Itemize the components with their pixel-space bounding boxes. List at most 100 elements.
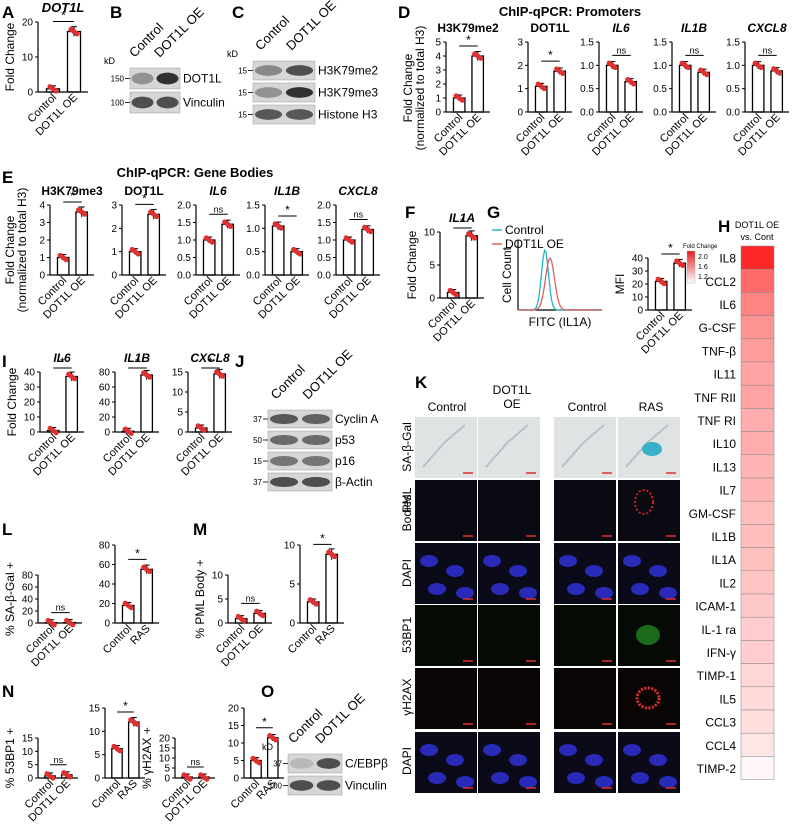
heatmap-row-label: IL11 <box>714 368 737 382</box>
heatmap-cell <box>740 500 775 525</box>
heatmap-row-label: TNF RII <box>694 391 736 405</box>
y-tick-label: 20 <box>99 599 111 610</box>
bar <box>271 225 285 276</box>
nucleus <box>659 587 677 599</box>
heatmap-cell <box>740 640 775 664</box>
bar <box>202 239 216 276</box>
y-tick-label: 20 <box>22 18 34 29</box>
significance-label: * <box>262 715 267 729</box>
y-axis-label: Fold Change <box>5 367 19 436</box>
nucleus <box>519 776 537 788</box>
heatmap-cell <box>740 454 775 479</box>
panel-e-ylabel: Fold Change <box>3 215 17 284</box>
y-tick-label: 0 <box>177 428 183 439</box>
band-label: p16 <box>335 454 355 468</box>
band-label: Histone H3 <box>318 108 378 122</box>
row-label: DAPI <box>400 559 414 587</box>
y-tick-label: 0 <box>233 774 239 785</box>
panel-letter-a: A <box>2 3 14 22</box>
y-tick-label: 30 <box>632 267 644 278</box>
scale-bar <box>686 250 696 284</box>
bar <box>65 375 79 433</box>
heatmap-row-label: CCL2 <box>705 275 736 289</box>
nucleus <box>420 744 438 756</box>
bar <box>140 568 154 624</box>
bar <box>213 373 227 433</box>
nucleus <box>428 583 446 595</box>
data-point <box>53 430 59 436</box>
bar <box>471 55 485 113</box>
panel-letter-c: C <box>232 3 244 22</box>
heatmap-cell <box>740 686 775 711</box>
y-tick-label: 1.0 <box>580 61 594 72</box>
data-point <box>134 721 140 727</box>
data-point <box>147 374 153 380</box>
y-tick-label: 30 <box>24 383 36 394</box>
lane-label: Control <box>268 362 308 402</box>
data-point <box>685 64 691 71</box>
bar <box>325 553 339 624</box>
heatmap-row-label: TNF-β <box>702 344 736 358</box>
row-label: γH2AX <box>400 678 414 715</box>
heatmap-row-label: IL-1 ra <box>701 623 736 637</box>
y-tick-label: 40 <box>632 254 644 265</box>
heatmap-cell <box>740 616 775 641</box>
data-point <box>70 622 76 628</box>
y-tick-label: 3 <box>517 38 523 49</box>
chart-title: IL6 <box>209 184 227 198</box>
y-tick-label: 1.0 <box>177 236 191 247</box>
y-tick-label: 10 <box>212 571 224 582</box>
panel-d-ylabel: Fold Change <box>401 53 415 122</box>
y-tick-label: 10 <box>24 413 36 424</box>
bar <box>465 235 479 299</box>
y-tick-label: 0 <box>637 306 643 317</box>
y-tick-label: 10 <box>228 739 240 750</box>
y-tick-label: 20 <box>159 734 171 745</box>
significance-label: ns <box>191 757 201 767</box>
mw-marker: 37 <box>273 760 282 769</box>
heatmap-row-label: IL1A <box>711 553 736 567</box>
x-axis-label: FITC (IL1A) <box>529 315 592 329</box>
chart-title: DOT1L <box>42 0 85 15</box>
col-label: Control <box>428 400 467 414</box>
y-tick-label: 0.5 <box>317 253 331 264</box>
row-label: DAPI <box>400 747 414 775</box>
chart-title: IL1B <box>681 21 707 35</box>
significance-label: ns <box>617 45 627 55</box>
y-tick-label: 5 <box>217 595 223 606</box>
y-tick-label: 0.0 <box>726 108 740 119</box>
nucleus <box>491 772 509 784</box>
y-tick-label: 10 <box>172 388 184 399</box>
category-label: RAS <box>115 778 139 802</box>
y-tick-label: 40 <box>99 580 111 591</box>
heatmap-header-2: vs. Cont <box>740 232 774 242</box>
data-point <box>332 553 338 560</box>
significance-label: ns <box>690 45 700 55</box>
data-point <box>631 81 637 87</box>
y-tick-label: 10 <box>89 727 101 738</box>
legend-control: Control <box>505 223 544 237</box>
data-point <box>128 430 134 437</box>
significance-label: ns <box>54 755 64 765</box>
nucleus <box>567 583 585 595</box>
y-tick-label: 3 <box>111 201 117 212</box>
data-point <box>220 373 226 379</box>
heatmap-row-label: IFN-γ <box>707 646 736 660</box>
53bp1-foci <box>636 625 660 645</box>
y-tick-label: 0 <box>435 108 441 119</box>
y-tick-label: 1 <box>435 94 441 105</box>
nucleus <box>446 754 464 766</box>
heatmap-cell <box>740 524 775 548</box>
band <box>254 65 283 76</box>
y-tick-label: 10 <box>22 53 34 64</box>
